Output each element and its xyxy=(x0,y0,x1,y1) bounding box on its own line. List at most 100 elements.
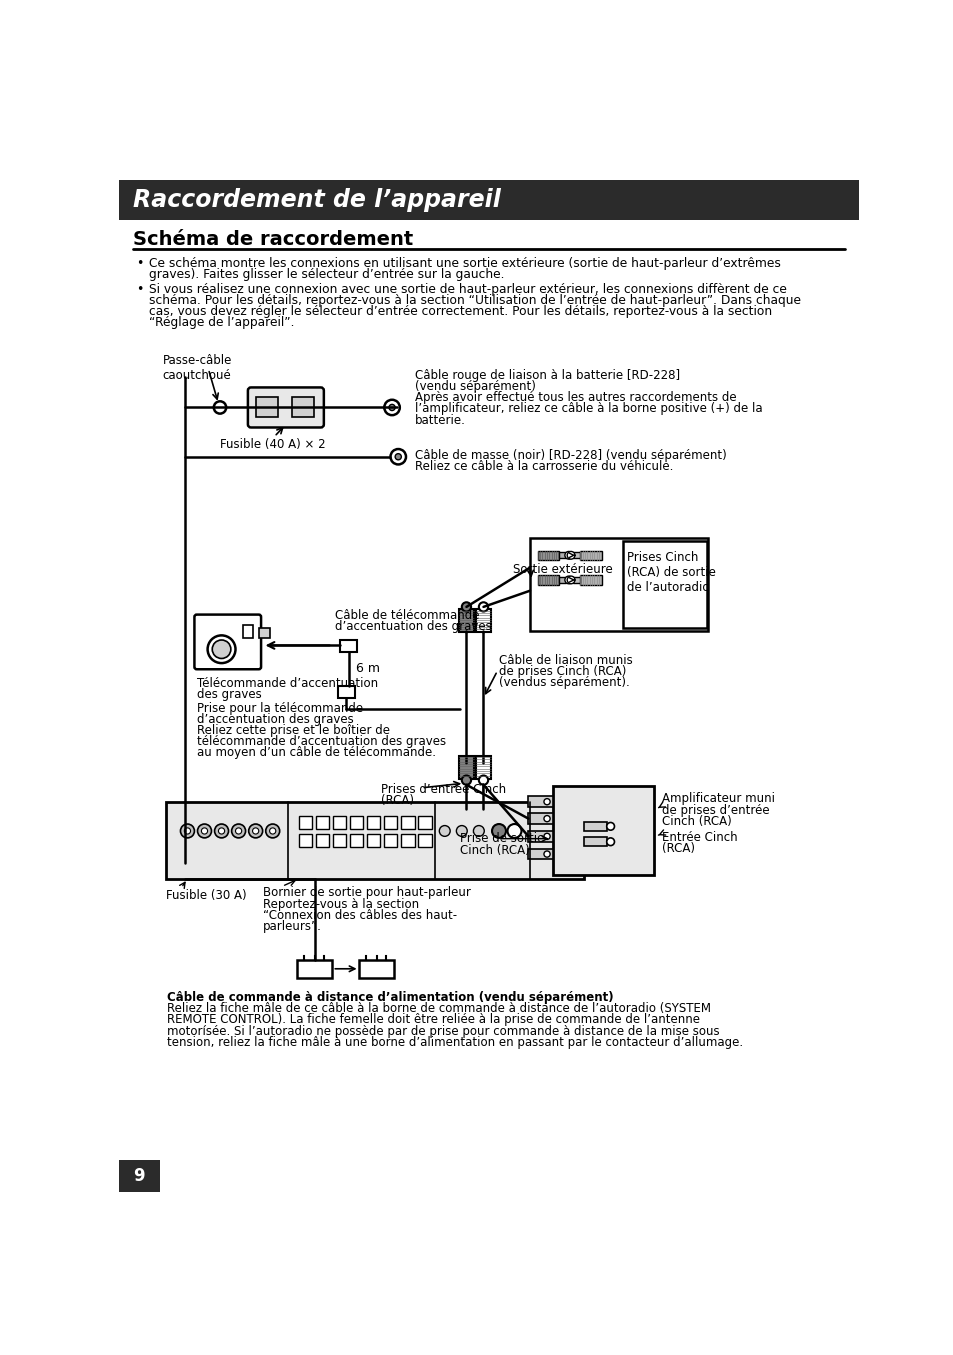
Circle shape xyxy=(461,602,471,611)
Bar xyxy=(384,835,397,847)
Text: Bornier de sortie pour haut-parleur: Bornier de sortie pour haut-parleur xyxy=(262,886,470,900)
Circle shape xyxy=(473,825,484,836)
Bar xyxy=(333,816,346,829)
FancyBboxPatch shape xyxy=(194,615,261,669)
Text: •: • xyxy=(136,256,144,270)
Bar xyxy=(337,686,355,698)
Circle shape xyxy=(212,640,231,659)
Text: cas, vous devez régler le sélecteur d’entrée correctement. Pour les détails, rep: cas, vous devez régler le sélecteur d’en… xyxy=(149,305,771,318)
Circle shape xyxy=(197,824,212,837)
Circle shape xyxy=(507,824,521,837)
Text: Passe-câble
caoutchoué: Passe-câble caoutchoué xyxy=(162,354,232,382)
Text: (RCA): (RCA) xyxy=(661,841,694,855)
Bar xyxy=(298,835,312,847)
Bar xyxy=(622,542,706,627)
Bar xyxy=(476,610,491,633)
Text: (vendu séparément): (vendu séparément) xyxy=(415,381,536,393)
Bar xyxy=(572,553,579,558)
Text: l’amplificateur, reliez ce câble à la borne positive (+) de la: l’amplificateur, reliez ce câble à la bo… xyxy=(415,402,762,416)
Text: Sortie extérieure: Sortie extérieure xyxy=(513,562,612,576)
Bar xyxy=(258,629,270,638)
Text: de prises Cinch (RCA): de prises Cinch (RCA) xyxy=(498,665,626,678)
Circle shape xyxy=(270,828,275,835)
Circle shape xyxy=(395,454,401,459)
Text: des graves: des graves xyxy=(196,688,261,701)
Text: de prises d’entrée: de prises d’entrée xyxy=(661,804,768,817)
Text: télécommande d’accentuation des graves: télécommande d’accentuation des graves xyxy=(196,736,445,748)
Bar xyxy=(583,837,607,847)
Bar xyxy=(401,816,415,829)
Bar xyxy=(528,797,553,808)
Circle shape xyxy=(208,635,235,663)
Text: d’accentuation des graves: d’accentuation des graves xyxy=(196,713,354,726)
Circle shape xyxy=(543,851,550,858)
Text: 9: 9 xyxy=(133,1167,145,1184)
Bar xyxy=(537,550,558,560)
Bar xyxy=(528,813,553,824)
Bar xyxy=(572,577,579,583)
Text: Reportez-vous à la section: Reportez-vous à la section xyxy=(262,897,418,911)
Bar xyxy=(530,538,707,631)
Bar xyxy=(418,835,431,847)
Bar xyxy=(458,756,474,779)
Circle shape xyxy=(253,828,258,835)
Text: Télécommande d’accentuation: Télécommande d’accentuation xyxy=(196,678,377,690)
Text: Câble de commande à distance d’alimentation (vendu séparément): Câble de commande à distance d’alimentat… xyxy=(167,991,614,1004)
Text: batterie.: batterie. xyxy=(415,413,466,427)
Circle shape xyxy=(390,449,406,465)
Circle shape xyxy=(213,401,226,413)
Text: Cinch (RCA): Cinch (RCA) xyxy=(459,844,530,856)
Text: Après avoir effectué tous les autres raccordements de: Après avoir effectué tous les autres rac… xyxy=(415,392,736,404)
Circle shape xyxy=(235,828,241,835)
Text: tension, reliez la fiche mâle à une borne d’alimentation en passant par le conta: tension, reliez la fiche mâle à une born… xyxy=(167,1035,742,1049)
Text: Fusible (40 A) × 2: Fusible (40 A) × 2 xyxy=(220,438,325,451)
Bar xyxy=(119,1160,159,1192)
Text: Amplificateur muni: Amplificateur muni xyxy=(661,793,774,805)
Circle shape xyxy=(543,816,550,821)
Text: Entrée Cinch: Entrée Cinch xyxy=(661,831,737,844)
Text: “Connexion des câbles des haut-: “Connexion des câbles des haut- xyxy=(262,909,456,921)
FancyBboxPatch shape xyxy=(248,388,323,427)
Bar xyxy=(458,610,474,633)
Text: Câble de télécommande: Câble de télécommande xyxy=(335,610,478,622)
Circle shape xyxy=(567,551,575,560)
Text: (RCA): (RCA) xyxy=(381,794,414,808)
Text: 6 m: 6 m xyxy=(356,661,380,675)
Bar xyxy=(166,802,583,878)
Bar xyxy=(333,835,346,847)
Bar xyxy=(558,577,565,583)
Text: Prise de sortie: Prise de sortie xyxy=(459,832,544,846)
Circle shape xyxy=(232,824,245,837)
Bar xyxy=(243,625,253,638)
Circle shape xyxy=(564,551,572,560)
Text: •: • xyxy=(136,283,144,295)
Bar xyxy=(367,816,380,829)
Bar xyxy=(367,835,380,847)
Text: Reliez cette prise et le boîtier de: Reliez cette prise et le boîtier de xyxy=(196,724,390,737)
Text: schéma. Pour les détails, reportez-vous à la section “Utilisation de l’entrée de: schéma. Pour les détails, reportez-vous … xyxy=(149,294,800,306)
Bar xyxy=(579,550,601,560)
Bar xyxy=(384,816,397,829)
Text: parleurs”.: parleurs”. xyxy=(262,920,321,932)
Text: Si vous réalisez une connexion avec une sortie de haut-parleur extérieur, les co: Si vous réalisez une connexion avec une … xyxy=(149,283,786,295)
Text: Raccordement de l’appareil: Raccordement de l’appareil xyxy=(133,187,500,211)
Bar xyxy=(256,397,278,417)
Circle shape xyxy=(266,824,279,837)
Bar xyxy=(537,576,558,584)
Text: Câble rouge de liaison à la batterie [RD-228]: Câble rouge de liaison à la batterie [RD… xyxy=(415,369,679,382)
Bar xyxy=(119,180,858,220)
Text: d’accentuation des graves: d’accentuation des graves xyxy=(335,621,491,633)
Text: Câble de liaison munis: Câble de liaison munis xyxy=(498,654,632,667)
Text: Prise pour la télécommande: Prise pour la télécommande xyxy=(196,702,362,714)
Bar xyxy=(476,756,491,779)
Circle shape xyxy=(201,828,208,835)
Circle shape xyxy=(543,833,550,840)
Circle shape xyxy=(214,824,229,837)
Text: “Réglage de l’appareil”.: “Réglage de l’appareil”. xyxy=(149,316,294,329)
Circle shape xyxy=(389,404,395,411)
Text: Cinch (RCA): Cinch (RCA) xyxy=(661,814,731,828)
Circle shape xyxy=(478,602,488,611)
Circle shape xyxy=(461,775,471,785)
Circle shape xyxy=(492,824,505,837)
Circle shape xyxy=(218,828,224,835)
